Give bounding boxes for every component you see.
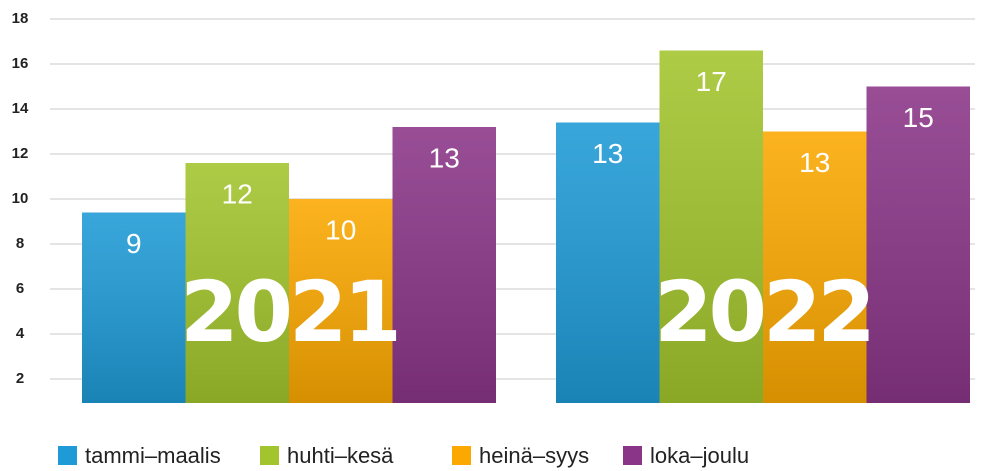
- y-tick-label: 8: [16, 235, 24, 252]
- legend-swatch: [623, 446, 642, 465]
- value-label: 12: [222, 178, 253, 209]
- value-label: 13: [592, 138, 623, 169]
- bar-shade: [659, 50, 763, 403]
- legend-swatch: [260, 446, 279, 465]
- y-tick-label: 2: [16, 370, 24, 387]
- legend-label: heinä–syys: [479, 443, 589, 468]
- y-tick-label: 16: [12, 55, 29, 72]
- bar-shade: [866, 86, 970, 403]
- legend-label: loka–joulu: [650, 443, 749, 468]
- category-label: 2022: [654, 263, 872, 361]
- bar-shade: [82, 212, 186, 403]
- bar-shade: [185, 163, 289, 403]
- y-tick-label: 10: [12, 190, 29, 207]
- y-tick-label: 4: [16, 325, 25, 342]
- y-tick-label: 6: [16, 280, 24, 297]
- y-tick-label: 14: [12, 100, 29, 117]
- value-label: 17: [696, 66, 727, 97]
- bar-shade: [556, 122, 660, 403]
- value-label: 13: [429, 142, 460, 173]
- legend-label: huhti–kesä: [287, 443, 394, 468]
- bar-shade: [289, 199, 393, 403]
- legend-swatch: [452, 446, 471, 465]
- y-tick-label: 12: [12, 145, 29, 162]
- value-label: 10: [325, 214, 356, 245]
- y-tick-label: 18: [12, 10, 29, 27]
- category-label: 2021: [180, 263, 398, 361]
- value-label: 9: [126, 228, 142, 259]
- value-label: 13: [799, 147, 830, 178]
- bar-shade: [763, 131, 867, 403]
- bar-shade: [392, 127, 496, 403]
- legend-swatch: [58, 446, 77, 465]
- legend-label: tammi–maalis: [85, 443, 221, 468]
- value-label: 15: [903, 102, 934, 133]
